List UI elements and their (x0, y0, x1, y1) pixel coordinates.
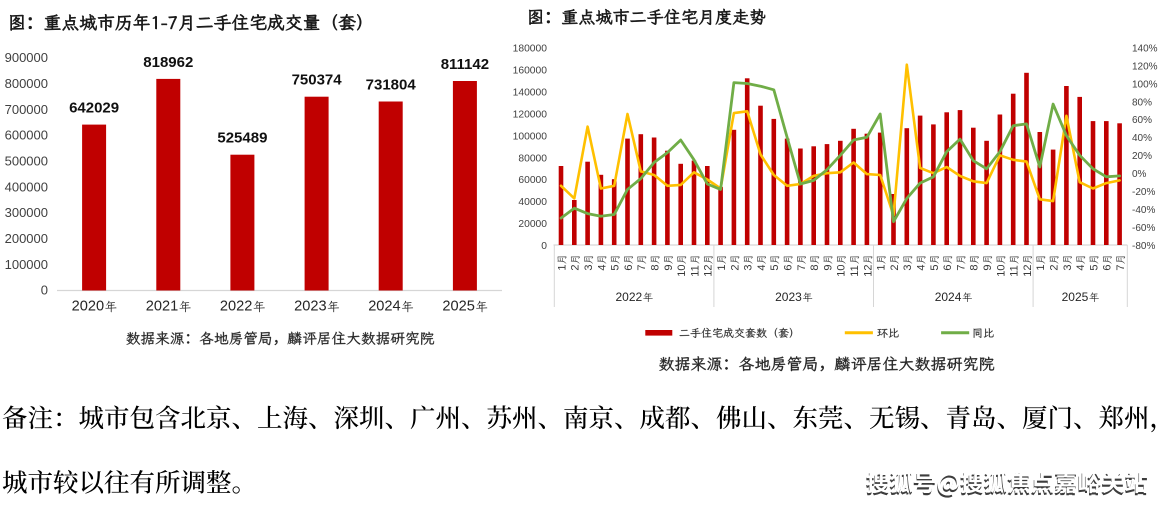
svg-text:40%: 40% (1132, 133, 1152, 144)
svg-text:0%: 0% (1132, 169, 1147, 180)
svg-text:0: 0 (541, 241, 547, 252)
svg-text:100000: 100000 (513, 131, 548, 142)
svg-text:2: 2 (1049, 264, 1061, 270)
svg-text:140%: 140% (1132, 43, 1158, 54)
svg-text:3: 3 (743, 264, 755, 270)
svg-text:8: 8 (969, 264, 981, 270)
svg-text:10: 10 (995, 264, 1007, 276)
svg-text:1: 1 (556, 264, 568, 270)
svg-text:140000: 140000 (513, 88, 548, 99)
svg-text:7: 7 (1115, 264, 1127, 270)
svg-text:900000: 900000 (5, 50, 48, 65)
svg-text:11: 11 (1009, 265, 1021, 276)
svg-text:100000: 100000 (5, 257, 48, 272)
svg-text:12: 12 (1022, 264, 1034, 276)
svg-text:120%: 120% (1132, 61, 1158, 72)
svg-text:731804: 731804 (366, 77, 417, 94)
svg-text:525489: 525489 (217, 130, 267, 147)
svg-text:2025: 2025 (442, 299, 474, 315)
svg-text:2021: 2021 (146, 299, 178, 315)
svg-text:12: 12 (703, 264, 715, 276)
svg-text:9: 9 (663, 264, 675, 270)
svg-text:5: 5 (929, 264, 941, 270)
svg-text:40000: 40000 (518, 197, 547, 208)
svg-text:7: 7 (636, 264, 648, 270)
svg-text:-60%: -60% (1132, 223, 1155, 234)
svg-text:120000: 120000 (513, 109, 548, 120)
svg-text:6: 6 (623, 264, 635, 270)
svg-text:5: 5 (769, 264, 781, 270)
svg-text:400000: 400000 (5, 179, 48, 194)
svg-text:160000: 160000 (513, 66, 548, 77)
svg-text:700000: 700000 (5, 102, 48, 117)
svg-text:3: 3 (1062, 264, 1074, 270)
svg-text:-20%: -20% (1132, 187, 1155, 198)
svg-text:2020: 2020 (72, 299, 104, 315)
svg-text:5: 5 (1088, 264, 1100, 270)
svg-text:80000: 80000 (518, 153, 547, 164)
svg-text:818962: 818962 (143, 54, 193, 71)
svg-text:20000: 20000 (518, 219, 547, 230)
svg-text:4: 4 (756, 264, 768, 270)
svg-text:20%: 20% (1132, 151, 1152, 162)
svg-text:811142: 811142 (441, 56, 489, 73)
svg-text:80%: 80% (1132, 97, 1152, 108)
svg-text:500000: 500000 (5, 154, 48, 169)
svg-text:60%: 60% (1132, 115, 1152, 126)
svg-text:750374: 750374 (292, 72, 343, 89)
svg-text:1: 1 (716, 264, 728, 270)
svg-text:100%: 100% (1132, 79, 1158, 90)
svg-text:1: 1 (1035, 264, 1047, 270)
svg-text:1: 1 (876, 264, 888, 270)
svg-text:2024: 2024 (935, 290, 962, 304)
svg-text:2024: 2024 (368, 299, 400, 315)
svg-text:2022: 2022 (220, 299, 252, 315)
svg-text:4: 4 (596, 264, 608, 270)
svg-text:2022: 2022 (616, 290, 643, 304)
svg-text:300000: 300000 (5, 205, 48, 220)
svg-text:2: 2 (889, 264, 901, 270)
svg-text:9: 9 (982, 264, 994, 270)
svg-text:-80%: -80% (1132, 241, 1155, 252)
svg-text:0: 0 (41, 283, 48, 298)
svg-text:2025: 2025 (1062, 290, 1089, 304)
svg-text:8: 8 (809, 264, 821, 270)
svg-text:9: 9 (822, 264, 834, 270)
svg-text:8: 8 (650, 264, 662, 270)
svg-text:180000: 180000 (513, 44, 548, 55)
svg-text:10: 10 (676, 264, 688, 276)
svg-text:2: 2 (729, 264, 741, 270)
svg-text:3: 3 (902, 264, 914, 270)
svg-text:7: 7 (796, 264, 808, 270)
svg-text:12: 12 (862, 264, 874, 276)
svg-text:11: 11 (849, 265, 861, 276)
svg-text:800000: 800000 (5, 76, 48, 91)
svg-text:5: 5 (610, 264, 622, 270)
svg-text:60000: 60000 (518, 175, 547, 186)
svg-text:11: 11 (689, 265, 701, 276)
svg-text:600000: 600000 (5, 128, 48, 143)
svg-text:200000: 200000 (5, 231, 48, 246)
svg-text:6: 6 (783, 264, 795, 270)
svg-text:2023: 2023 (775, 290, 802, 304)
svg-text:6: 6 (942, 264, 954, 270)
svg-text:4: 4 (916, 264, 928, 270)
svg-text:10: 10 (836, 264, 848, 276)
svg-text:3: 3 (583, 264, 595, 270)
svg-text:4: 4 (1075, 264, 1087, 270)
svg-text:642029: 642029 (69, 100, 119, 117)
svg-text:7: 7 (955, 264, 967, 270)
svg-text:2: 2 (570, 264, 582, 270)
svg-text:-40%: -40% (1132, 205, 1155, 216)
svg-text:6: 6 (1102, 264, 1114, 270)
svg-text:2023: 2023 (294, 299, 326, 315)
